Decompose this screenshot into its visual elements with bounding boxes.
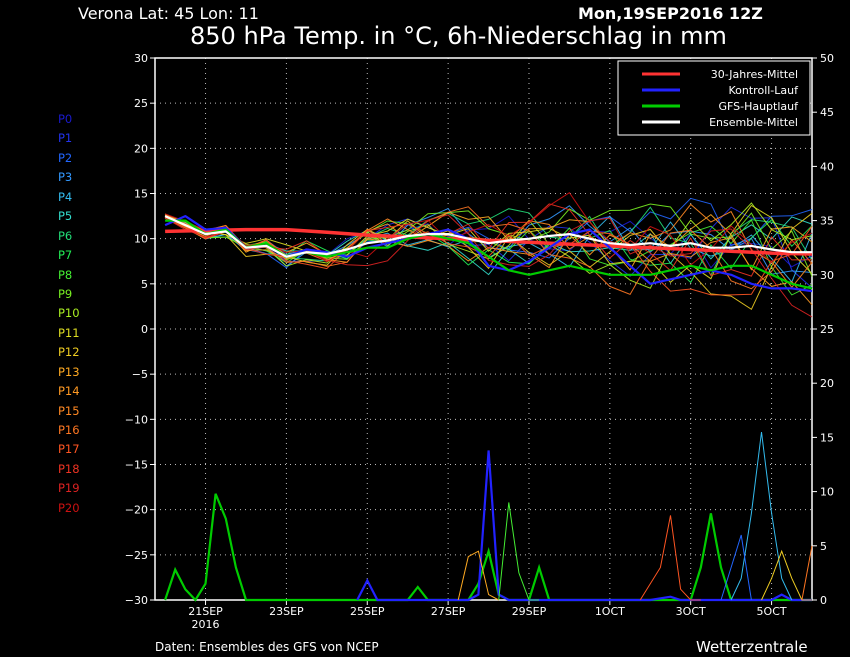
y-tick-label-right: 0 bbox=[820, 594, 827, 607]
y-tick-label-left: 25 bbox=[134, 97, 148, 110]
y-tick-label-right: 15 bbox=[820, 431, 834, 444]
y-tick-label-left: −15 bbox=[125, 459, 148, 472]
y-tick-label-right: 40 bbox=[820, 160, 834, 173]
y-tick-label-left: 10 bbox=[134, 233, 148, 246]
y-tick-label-left: −20 bbox=[125, 504, 148, 517]
chart-title: 850 hPa Temp. in °C, 6h-Niederschlag in … bbox=[190, 22, 727, 50]
member-line-p16 bbox=[164, 206, 813, 296]
member-label: P18 bbox=[58, 461, 80, 476]
y-tick-label-left: 5 bbox=[141, 278, 148, 291]
precip-p4 bbox=[730, 431, 793, 601]
precip-p2 bbox=[720, 534, 752, 601]
member-label: P12 bbox=[58, 345, 80, 360]
precip-kontroll-lauf bbox=[356, 450, 812, 602]
data-source-label: Daten: Ensembles des GFS von NCEP bbox=[155, 640, 379, 654]
y-tick-label-right: 5 bbox=[820, 540, 827, 553]
grid bbox=[155, 58, 812, 600]
member-label: P10 bbox=[58, 306, 80, 321]
x-tick-label: 23SEP bbox=[269, 605, 304, 618]
legend-label: Kontroll-Lauf bbox=[729, 84, 800, 97]
precip-p12 bbox=[761, 549, 812, 601]
member-label: P14 bbox=[58, 384, 80, 399]
y-tick-label-right: 45 bbox=[820, 106, 834, 119]
member-label: P17 bbox=[58, 442, 80, 457]
member-label: P4 bbox=[58, 189, 73, 204]
member-label: P8 bbox=[58, 267, 73, 282]
member-label: P3 bbox=[58, 170, 73, 185]
y-tick-label-left: 0 bbox=[141, 323, 148, 336]
member-label: P20 bbox=[58, 500, 80, 515]
legend-label: 30-Jahres-Mittel bbox=[711, 68, 798, 81]
y-tick-label-left: −30 bbox=[125, 594, 148, 607]
y-tick-label-left: −10 bbox=[125, 413, 148, 426]
y-tick-label-right: 20 bbox=[820, 377, 834, 390]
member-label: P19 bbox=[58, 481, 80, 496]
x-tick-label: 29SEP bbox=[512, 605, 547, 618]
member-label: P7 bbox=[58, 248, 73, 263]
x-tick-label: 21SEP bbox=[188, 605, 223, 618]
axes: 302520151050−5−10−15−20−25−3050454035302… bbox=[125, 52, 834, 631]
precip-p13 bbox=[457, 550, 499, 601]
member-label: P0 bbox=[58, 112, 73, 126]
legend: 30-Jahres-Mittel Kontroll-Lauf GFS-Hauptla… bbox=[617, 60, 811, 136]
x-tick-label: 1OCT bbox=[595, 605, 625, 618]
precip-p17 bbox=[639, 515, 701, 601]
member-label: P11 bbox=[58, 325, 80, 340]
precip-p8 bbox=[498, 502, 540, 601]
precip-p16 bbox=[801, 545, 813, 601]
member-line-p11 bbox=[164, 204, 813, 283]
member-label: P9 bbox=[58, 286, 73, 301]
member-line-p14 bbox=[164, 213, 813, 306]
y-tick-label-left: −5 bbox=[132, 368, 148, 381]
y-tick-label-left: 30 bbox=[134, 52, 148, 65]
member-line-p2 bbox=[164, 197, 813, 269]
y-tick-label-left: 15 bbox=[134, 188, 148, 201]
legend-label: Ensemble-Mittel bbox=[709, 116, 798, 129]
precip-gfs-hauptlauf bbox=[164, 493, 812, 602]
x-tick-label: 3OCT bbox=[676, 605, 706, 618]
member-line-p19 bbox=[164, 214, 813, 318]
member-label: P6 bbox=[58, 228, 73, 243]
member-label: P15 bbox=[58, 403, 80, 418]
member-label: P13 bbox=[58, 364, 80, 379]
member-label: P16 bbox=[58, 423, 80, 437]
series-gfs-hauptlauf bbox=[165, 219, 813, 290]
member-label: P2 bbox=[58, 150, 73, 165]
series-layer bbox=[164, 192, 813, 602]
y-tick-label-right: 10 bbox=[820, 486, 834, 499]
plot-frame bbox=[154, 57, 813, 601]
x-tick-label: 5OCT bbox=[757, 605, 787, 618]
y-tick-label-right: 50 bbox=[820, 52, 834, 65]
y-tick-label-right: 30 bbox=[820, 269, 834, 282]
member-label: P1 bbox=[58, 131, 73, 146]
member-line-p10 bbox=[164, 202, 813, 289]
x-tick-label: 27SEP bbox=[431, 605, 466, 618]
series-kontroll-lauf bbox=[164, 215, 813, 293]
y-tick-label-left: −25 bbox=[125, 549, 148, 562]
location-label: Verona Lat: 45 Lon: 11 bbox=[78, 4, 259, 23]
member-list: P0 P1 P2 P3 P4 P5 P6 P7 P8 P9 P10 P11 P12 P13 P14 P15 P1… bbox=[58, 110, 80, 518]
legend-label: GFS-Hauptlauf bbox=[718, 100, 799, 113]
series-ensemble-mittel bbox=[164, 215, 812, 258]
y-tick-label-left: 20 bbox=[134, 142, 148, 155]
y-tick-label-right: 25 bbox=[820, 323, 834, 336]
member-label: P5 bbox=[58, 209, 73, 224]
x-tick-year: 2016 bbox=[192, 618, 220, 631]
x-tick-label: 25SEP bbox=[350, 605, 385, 618]
run-time-label: Mon,19SEP2016 12Z bbox=[578, 4, 763, 23]
y-tick-label-right: 35 bbox=[820, 215, 834, 228]
brand-label: Wetterzentrale bbox=[696, 638, 808, 656]
series-30-jahres-mittel bbox=[165, 227, 813, 256]
